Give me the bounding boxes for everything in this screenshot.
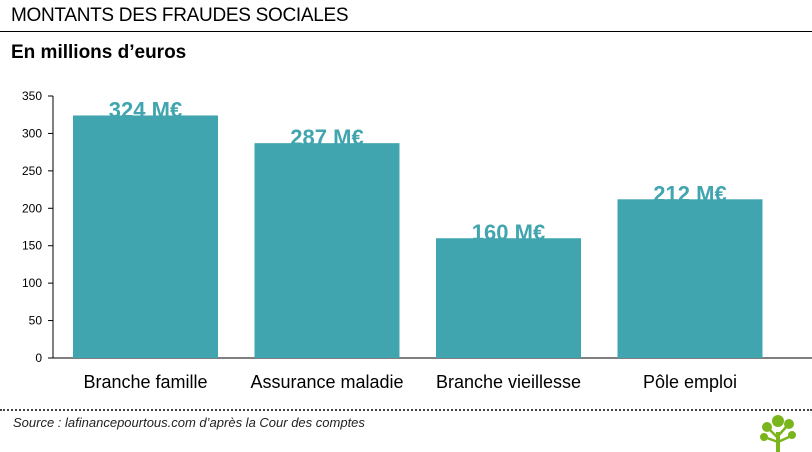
bar bbox=[254, 143, 400, 358]
data-label: 212 M€ bbox=[653, 181, 726, 206]
y-tick-label: 200 bbox=[22, 201, 42, 215]
y-tick-label: 250 bbox=[22, 164, 42, 178]
x-tick-label: Branche famille bbox=[83, 372, 207, 392]
source-divider bbox=[0, 409, 812, 411]
y-tick-label: 50 bbox=[29, 314, 43, 328]
bars bbox=[73, 115, 763, 358]
data-label: 287 M€ bbox=[290, 125, 363, 150]
chart-subtitle: En millions d’euros bbox=[11, 42, 187, 63]
chart-title: MONTANTS DES FRAUDES SOCIALES bbox=[11, 5, 349, 26]
data-label: 160 M€ bbox=[472, 220, 545, 245]
tree-logo-icon bbox=[760, 415, 796, 452]
bar bbox=[436, 238, 581, 358]
x-tick-label: Branche vieillesse bbox=[436, 372, 581, 392]
x-axis-labels: Branche famille Assurance maladie Branche … bbox=[83, 372, 737, 392]
data-label: 324 M€ bbox=[109, 97, 182, 122]
y-tick-label: 350 bbox=[22, 89, 42, 103]
title-divider bbox=[0, 31, 812, 32]
y-tick-label: 100 bbox=[22, 276, 42, 290]
bar bbox=[617, 199, 763, 358]
x-tick-label: Assurance maladie bbox=[250, 372, 403, 392]
source-note: Source : lafinancepourtous.com d’après l… bbox=[13, 415, 365, 430]
y-tick-label: 0 bbox=[35, 351, 42, 365]
bar bbox=[73, 115, 218, 358]
data-labels: 324 M€ 287 M€ 160 M€ 212 M€ bbox=[109, 97, 727, 245]
y-tick-label: 150 bbox=[22, 239, 42, 253]
x-tick-label: Pôle emploi bbox=[643, 372, 737, 392]
y-tick-label: 300 bbox=[22, 126, 42, 140]
bar-chart: 0 50 100 150 200 250 300 350 Branche famille Ass… bbox=[22, 89, 812, 392]
